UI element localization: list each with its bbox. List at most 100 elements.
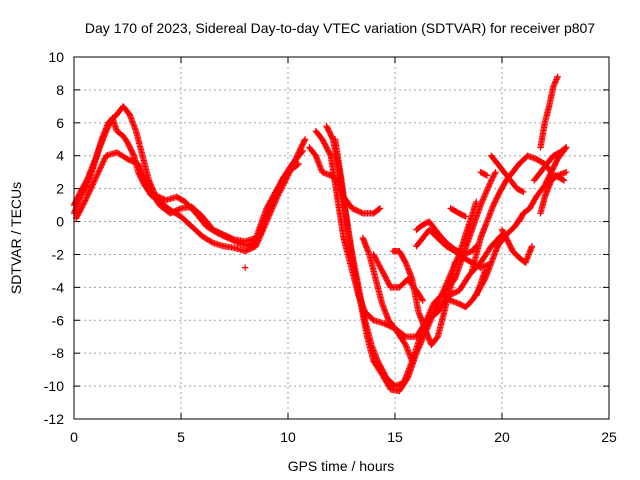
data-point — [295, 160, 302, 168]
data-point — [443, 280, 450, 287]
data-point — [81, 198, 88, 205]
data-point — [485, 183, 492, 190]
data-point — [563, 168, 570, 176]
data-point — [551, 79, 559, 86]
series-track — [306, 144, 384, 217]
data-point — [480, 194, 487, 202]
data-point — [479, 196, 487, 203]
data-point — [375, 260, 382, 268]
data-point — [91, 177, 98, 184]
data-point — [478, 200, 485, 207]
data-point — [416, 341, 424, 348]
data-point — [140, 173, 148, 181]
data-point — [385, 280, 392, 287]
data-point — [139, 170, 146, 178]
data-point — [323, 144, 330, 151]
series-track — [359, 231, 506, 340]
data-point — [96, 165, 104, 172]
x-axis: 0 5 10 15 20 25 — [70, 57, 617, 445]
data-point — [136, 165, 144, 172]
data-point — [92, 175, 99, 182]
data-point — [294, 161, 301, 169]
data-point — [483, 187, 491, 194]
x-tick-label: 5 — [177, 429, 185, 445]
data-point — [488, 175, 496, 183]
data-point — [376, 263, 384, 270]
series-track — [473, 267, 489, 299]
data-point — [486, 181, 493, 188]
data-point — [77, 205, 85, 212]
data-point — [419, 297, 427, 304]
data-point — [75, 209, 83, 216]
data-point — [403, 375, 411, 383]
data-point — [322, 142, 330, 150]
data-point — [370, 251, 377, 258]
data-point — [491, 170, 499, 177]
data-point — [528, 243, 536, 250]
data-point — [384, 278, 392, 286]
data-point — [552, 77, 560, 85]
y-tick-label: 6 — [56, 115, 64, 131]
data-point — [253, 241, 260, 248]
data-point — [94, 169, 102, 177]
data-point — [419, 335, 426, 342]
data-point — [451, 259, 459, 266]
data-point — [415, 345, 422, 353]
series-track — [447, 205, 469, 220]
data-point — [376, 205, 384, 212]
data-point — [75, 210, 82, 218]
series-track — [389, 247, 459, 349]
data-point — [143, 181, 151, 188]
y-axis-label: SDTVAR / TECUs — [8, 182, 24, 294]
data-point — [479, 197, 486, 204]
x-tick-label: 10 — [280, 429, 296, 445]
series-track — [477, 168, 491, 179]
data-point — [518, 188, 526, 195]
data-point — [435, 297, 443, 305]
y-tick-label: 2 — [56, 181, 64, 197]
series-track — [331, 136, 480, 395]
data-point — [86, 188, 93, 195]
data-point — [373, 256, 380, 264]
data-point — [82, 197, 89, 204]
data-point — [482, 171, 489, 179]
data-point — [321, 140, 328, 147]
data-point — [95, 168, 102, 175]
y-tick-label: -8 — [52, 345, 65, 361]
series-track — [70, 103, 307, 250]
data-point — [94, 171, 101, 178]
series-track — [530, 144, 570, 184]
data-point — [73, 213, 81, 221]
data-point — [136, 163, 143, 171]
data-point — [517, 215, 524, 223]
data-point — [439, 289, 447, 296]
data-point — [550, 82, 558, 89]
data-point — [498, 226, 506, 233]
y-axis: -12 -10 -8 -6 -4 -2 0 2 4 6 8 10 — [44, 49, 609, 427]
y-tick-label: 10 — [48, 49, 64, 65]
data-point — [500, 229, 507, 236]
data-point — [97, 164, 104, 171]
data-point — [501, 232, 509, 239]
data-point — [140, 172, 147, 179]
data-point — [298, 148, 306, 156]
data-point — [442, 281, 450, 289]
data-point — [462, 213, 469, 220]
series-track — [498, 226, 536, 266]
data-point — [326, 149, 333, 157]
data-point — [138, 168, 145, 175]
data-point — [371, 252, 378, 260]
data-point — [440, 287, 447, 294]
data-point — [487, 178, 494, 186]
data-point — [93, 172, 100, 180]
data-point — [434, 300, 441, 308]
data-point — [358, 209, 365, 216]
data-point — [483, 188, 490, 196]
data-point — [375, 206, 383, 213]
y-tick-label: -12 — [44, 411, 64, 427]
data-point — [441, 284, 448, 292]
data-point — [324, 147, 332, 154]
data-point — [554, 73, 561, 80]
data-point — [141, 176, 149, 184]
data-point — [386, 281, 393, 288]
